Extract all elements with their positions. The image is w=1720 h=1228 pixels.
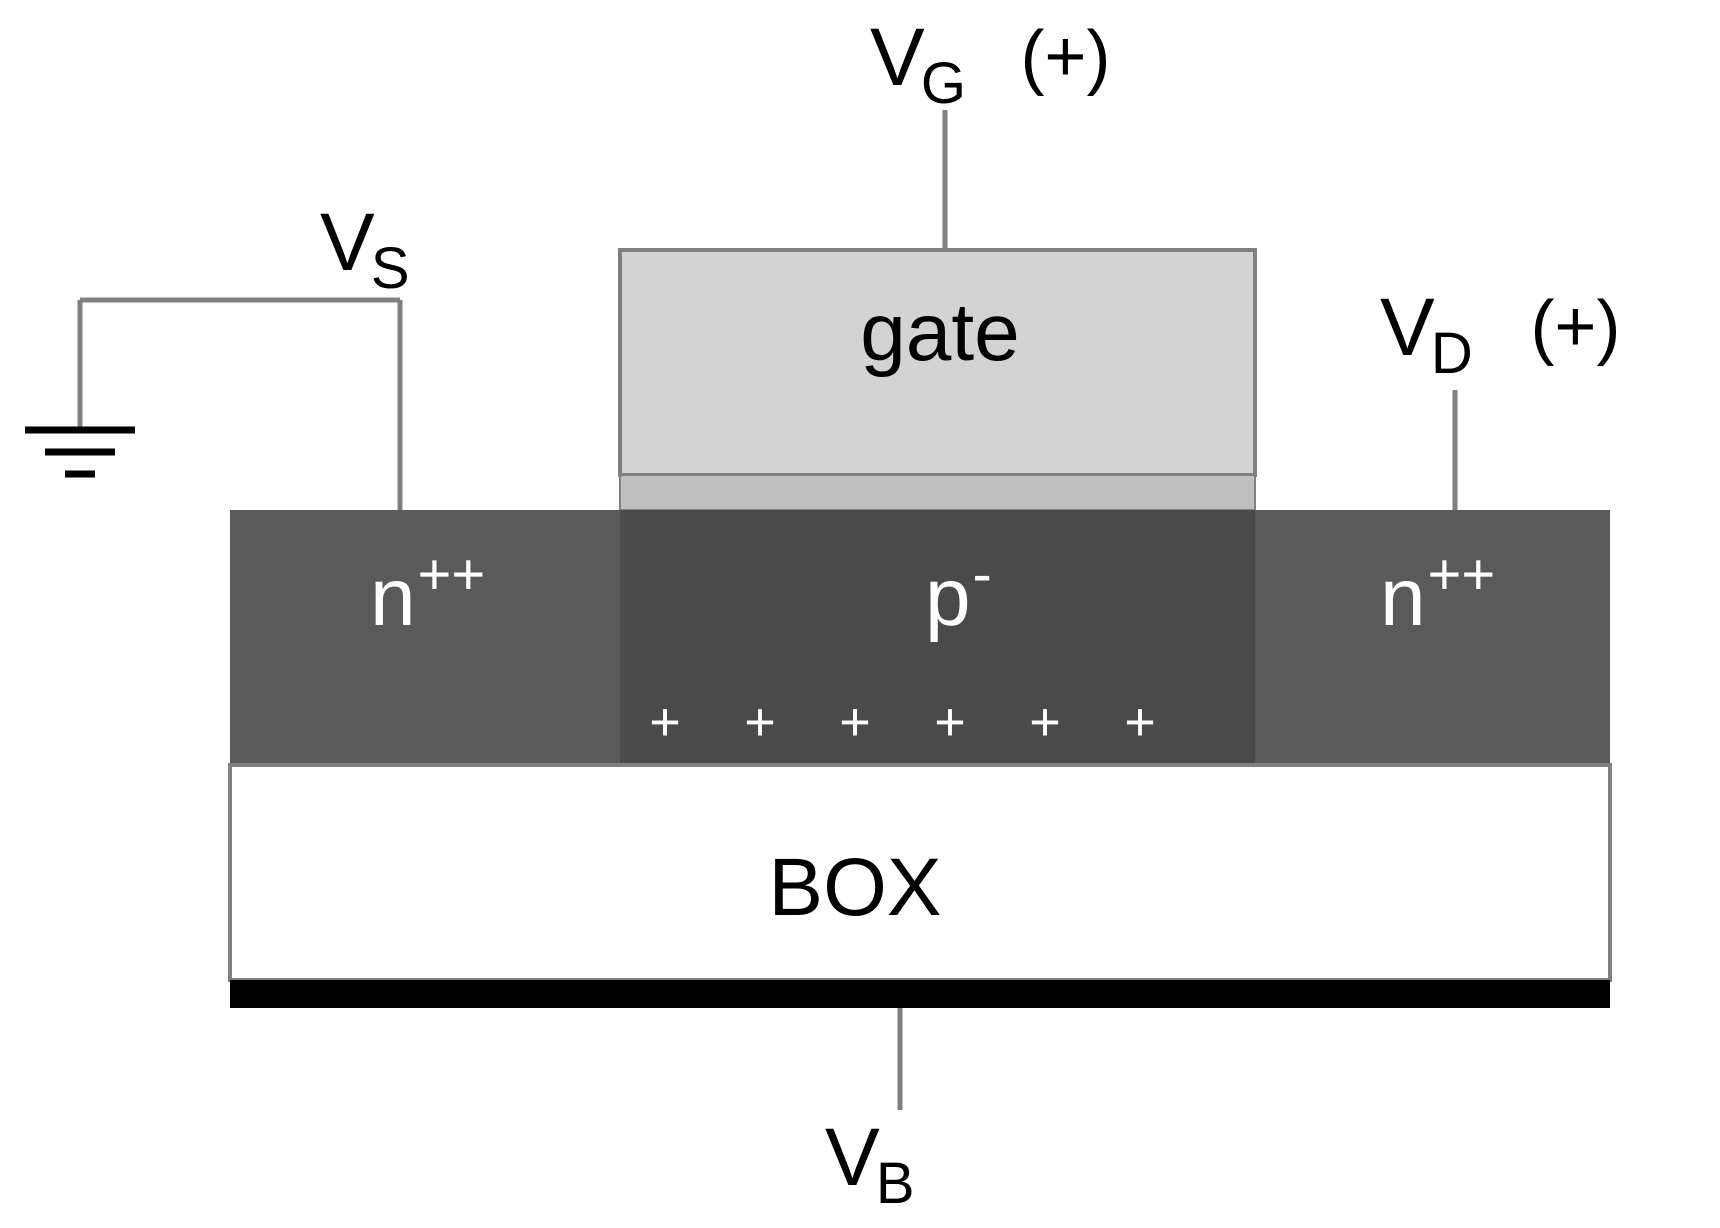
lbl-vb-main: V bbox=[825, 1112, 880, 1203]
region-back-gate-plate bbox=[230, 980, 1610, 1008]
lbl-vs-main: V bbox=[320, 197, 375, 288]
lbl-vd-polarity: (+) bbox=[1530, 287, 1620, 367]
lbl-nleft-superscript: ++ bbox=[418, 542, 486, 607]
lbl-nright-superscript: ++ bbox=[1428, 542, 1496, 607]
lbl-vg-main: V bbox=[870, 12, 925, 103]
hole-charge-icon: + bbox=[1124, 692, 1156, 752]
label-vb: VB bbox=[825, 1112, 915, 1216]
label-gate: gate bbox=[860, 287, 1020, 378]
label-box: BOX bbox=[768, 842, 941, 933]
mosfet-soi-cross-section: ++++++ VG(+) VS VD(+) VB gate BOX n++ n+… bbox=[0, 0, 1720, 1228]
lbl-pbody-superscript: - bbox=[973, 542, 992, 607]
hole-charge-icon: + bbox=[839, 692, 871, 752]
lbl-pbody-main: p bbox=[925, 552, 971, 643]
hole-charge-icon: + bbox=[934, 692, 966, 752]
label-vg: VG (+) bbox=[870, 12, 1110, 116]
lbl-nleft-main: n bbox=[370, 552, 416, 643]
label-vs: VS bbox=[320, 197, 410, 301]
hole-charge-icon: + bbox=[744, 692, 776, 752]
label-vd: VD (+) bbox=[1380, 282, 1620, 386]
lbl-nright-main: n bbox=[1380, 552, 1426, 643]
lbl-vg-polarity: (+) bbox=[1020, 17, 1110, 97]
lbl-vd-main: V bbox=[1380, 282, 1435, 373]
lbl-vd-subscript: D bbox=[1431, 321, 1473, 386]
ground-symbol-icon bbox=[25, 430, 135, 474]
lbl-vg-subscript: G bbox=[921, 51, 966, 116]
lbl-vb-subscript: B bbox=[876, 1151, 915, 1216]
region-gate-oxide bbox=[620, 475, 1255, 510]
lbl-vs-subscript: S bbox=[371, 236, 410, 301]
hole-charge-icon: + bbox=[649, 692, 681, 752]
hole-charge-icon: + bbox=[1029, 692, 1061, 752]
